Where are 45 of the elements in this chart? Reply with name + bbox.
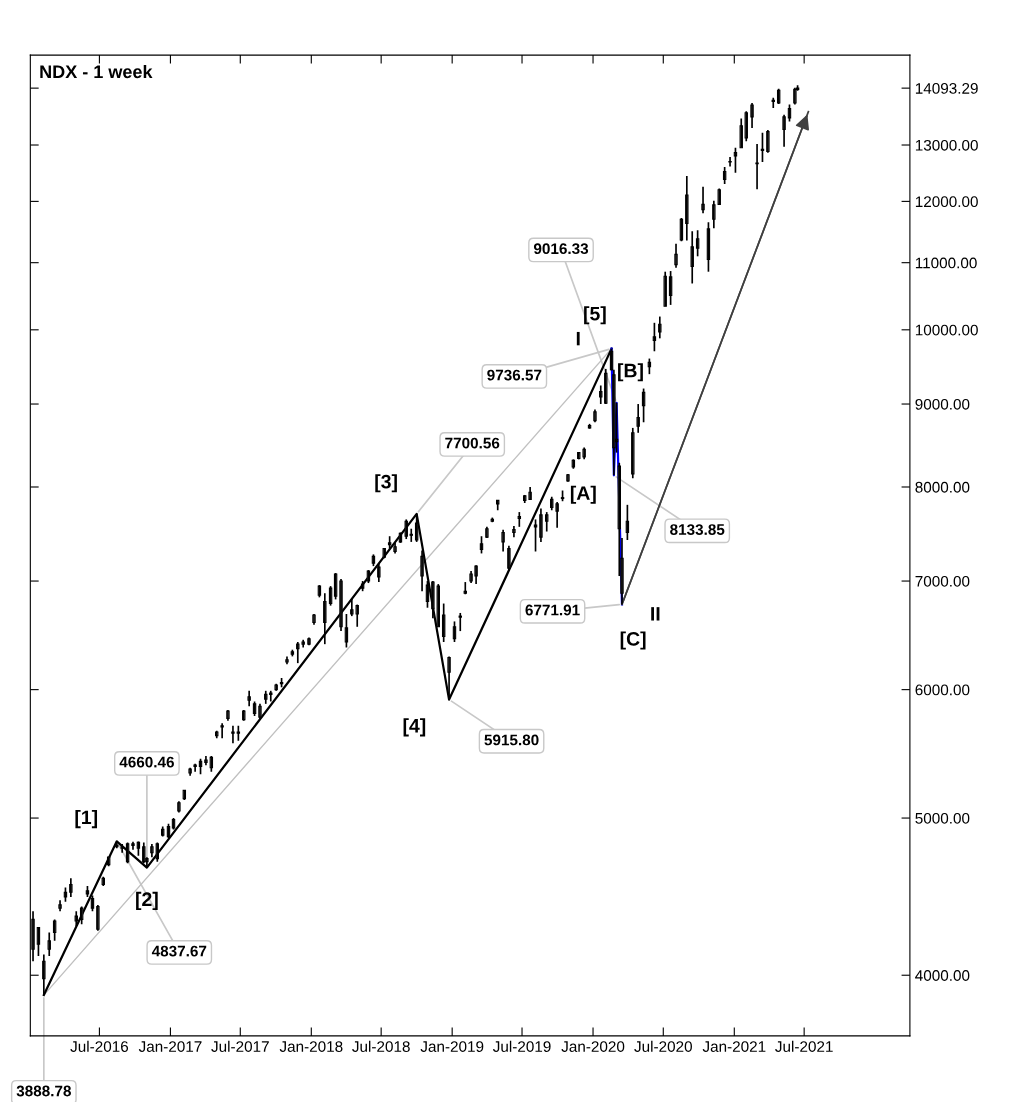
- x-tick-label: Jan-2018: [279, 1041, 343, 1052]
- y-tick-label: 12000.00: [915, 196, 978, 208]
- x-tick-label: Jul-2021: [775, 1040, 833, 1052]
- x-tick-label: Jul-2016: [70, 1040, 129, 1052]
- x-tick-label: Jan-2021: [702, 1041, 766, 1052]
- annotation: II: [651, 607, 660, 621]
- y-tick-label: 11000.00: [915, 257, 977, 269]
- y-tick-label: 10000.00: [915, 324, 978, 336]
- annotation: 5915.80: [484, 734, 539, 746]
- annotation: 6771.91: [525, 604, 580, 616]
- annotation: [1]: [75, 810, 98, 829]
- annotation: 3888.78: [16, 1085, 71, 1097]
- annotation: 9736.57: [487, 369, 542, 381]
- y-tick-label: 4000.00: [915, 970, 970, 981]
- x-tick-label: Jul-2019: [492, 1040, 551, 1052]
- annotation: [A]: [570, 485, 596, 504]
- candlestick: [728, 156, 732, 168]
- chart-title: NDX - 1 week: [40, 64, 153, 79]
- candlestick: [755, 143, 759, 191]
- annotation: 4660.46: [119, 756, 174, 768]
- annotation: I: [576, 331, 580, 346]
- y-tick-label: 14093.29: [915, 83, 978, 94]
- y-tick-label: 13000.00: [915, 139, 978, 151]
- x-tick-label: Jan-2019: [420, 1041, 484, 1052]
- annotation: [B]: [618, 363, 643, 382]
- candlestick: [458, 612, 462, 632]
- x-tick-label: Jul-2017: [211, 1040, 269, 1052]
- annotation: [4]: [403, 718, 426, 737]
- x-tick-label: Jul-2018: [352, 1040, 410, 1052]
- annotation: 7700.56: [445, 437, 500, 449]
- y-tick-label: 6000.00: [915, 684, 970, 696]
- annotation: 8133.85: [670, 524, 725, 535]
- annotation: [C]: [620, 631, 646, 650]
- y-tick-label: 5000.00: [915, 812, 970, 824]
- annotation: 9016.33: [533, 243, 589, 255]
- x-tick-label: Jan-2017: [138, 1041, 202, 1052]
- y-tick-label: 7000.00: [915, 575, 970, 587]
- annotation: [3]: [375, 474, 397, 493]
- y-tick-label: 9000.00: [915, 398, 970, 410]
- y-tick-label: 8000.00: [915, 481, 970, 493]
- x-tick-label: Jan-2020: [561, 1041, 625, 1052]
- x-tick-label: Jul-2020: [634, 1040, 692, 1052]
- annotation: 4837.67: [151, 945, 207, 957]
- annotation: [2]: [136, 891, 158, 910]
- annotation: [5]: [584, 306, 606, 325]
